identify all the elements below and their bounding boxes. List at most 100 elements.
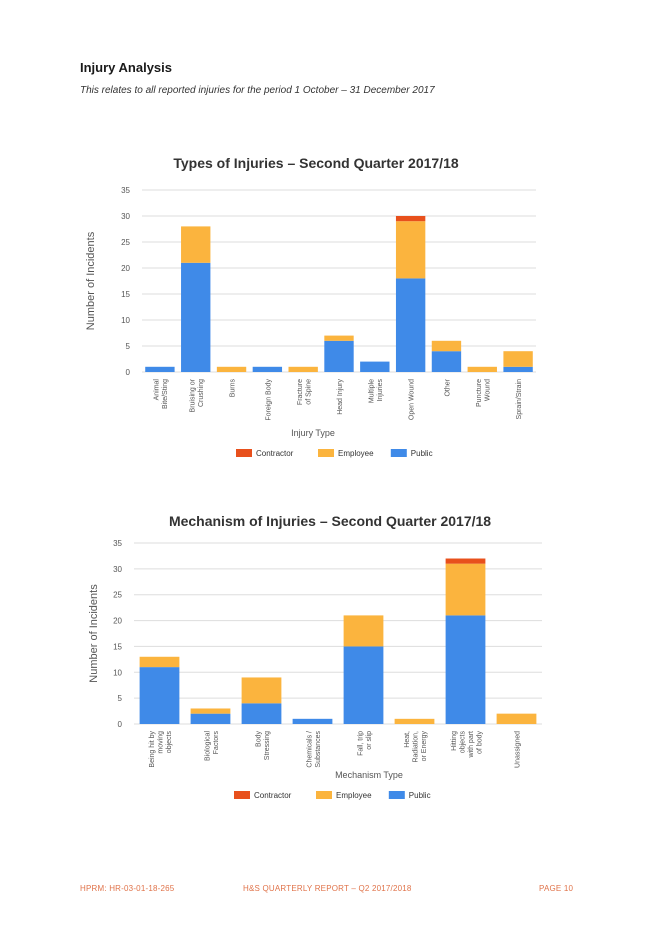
- bar-contractor: [445, 558, 486, 564]
- y-tick-label: 5: [118, 694, 123, 703]
- x-tick-label-line: moving: [158, 731, 165, 754]
- x-tick-label-line: with part: [468, 731, 475, 759]
- legend-label-contractor: Contractor: [256, 449, 294, 458]
- x-tick-label: Chemicals / Substances: [306, 731, 322, 768]
- mechanism-of-injuries-chart: Mechanism of Injuries – Second Quarter 2…: [88, 513, 542, 800]
- x-tick-label: Fracture of Spine: [297, 379, 313, 405]
- bar-employee: [181, 226, 211, 263]
- y-tick-label: 30: [113, 565, 122, 574]
- x-tick-label-line: Wound: [485, 379, 492, 401]
- y-tick-label: 15: [121, 290, 130, 299]
- legend-label-public: Public: [409, 791, 431, 800]
- x-tick-label-line: Stressing: [264, 731, 271, 760]
- bar-employee: [496, 713, 537, 724]
- y-tick-label: 20: [121, 264, 130, 273]
- x-tick-label: Unassigned: [515, 731, 522, 768]
- x-tick-label-line: Burns: [230, 379, 237, 398]
- bar-employee: [431, 340, 462, 352]
- x-tick-label-line: objects: [166, 731, 173, 754]
- x-tick-label: Being hit by moving objects: [149, 731, 173, 768]
- footer-page-number: PAGE 10: [539, 884, 574, 893]
- footer-reference: HPRM: HR-03-01-18-265: [80, 884, 175, 893]
- y-tick-label: 20: [113, 617, 122, 626]
- x-tick-label-line: Hitting: [451, 731, 458, 751]
- x-tick-label: Other: [444, 378, 451, 396]
- y-tick-label: 15: [113, 642, 122, 651]
- x-axis-label: Injury Type: [291, 428, 335, 438]
- y-axis-label: Number of Incidents: [85, 231, 97, 330]
- legend-label-contractor: Contractor: [254, 791, 292, 800]
- bar-public: [139, 667, 180, 724]
- bar-public: [252, 366, 283, 372]
- x-tick-label: Animal Bite/Sting: [154, 379, 170, 409]
- legend-swatch-contractor: [234, 791, 250, 799]
- x-tick-label-line: Body: [255, 731, 262, 747]
- x-tick-label-line: Bruising or: [189, 378, 196, 412]
- x-tick-label-line: Substances: [315, 731, 322, 768]
- x-tick-label: Multiple Injuries: [369, 379, 385, 404]
- y-tick-label: 35: [121, 186, 130, 195]
- bar-employee: [241, 677, 282, 704]
- bar-contractor: [395, 216, 426, 222]
- bar-employee: [395, 221, 426, 279]
- bar-employee: [324, 335, 354, 341]
- x-axis-label: Mechanism Type: [335, 770, 403, 780]
- bar-public: [431, 351, 462, 372]
- x-tick-label: Foreign Body: [265, 379, 272, 421]
- x-tick-label-line: Animal: [154, 379, 161, 401]
- footer-report-title: H&S QUARTERLY REPORT – Q2 2017/2018: [243, 884, 412, 893]
- y-tick-label: 0: [118, 720, 123, 729]
- x-tick-label-line: Unassigned: [515, 731, 522, 768]
- x-tick-label: Open Wound: [409, 379, 416, 420]
- bar-public: [445, 615, 486, 724]
- x-tick-label-line: Puncture: [476, 379, 483, 407]
- bar-public: [145, 366, 175, 372]
- x-tick-label: Puncture Wound: [476, 379, 492, 407]
- x-tick-label-line: Crushing: [198, 379, 205, 407]
- y-tick-label: 25: [121, 238, 130, 247]
- y-tick-label: 10: [121, 316, 130, 325]
- y-tick-label: 10: [113, 668, 122, 677]
- bar-public: [190, 713, 231, 724]
- bar-public: [395, 278, 426, 372]
- x-tick-label-line: Head Injury: [337, 379, 344, 415]
- legend-label-employee: Employee: [338, 449, 374, 458]
- bar-employee: [288, 366, 318, 372]
- bar-employee: [394, 718, 435, 724]
- y-tick-label: 0: [126, 368, 131, 377]
- legend-swatch-employee: [318, 449, 334, 457]
- bar-public: [503, 366, 533, 372]
- x-tick-label-line: Other: [444, 378, 451, 396]
- legend-label-public: Public: [411, 449, 433, 458]
- bar-employee: [445, 563, 486, 616]
- x-tick-label: Heat, Radiation, or Energy: [404, 731, 428, 763]
- x-tick-label-line: Open Wound: [409, 379, 416, 420]
- bar-employee: [467, 366, 497, 372]
- x-tick-label: Biological Factors: [204, 731, 220, 761]
- x-tick-label-line: Heat,: [404, 731, 411, 748]
- bar-employee: [503, 351, 533, 367]
- x-tick-label-line: Fracture: [297, 379, 304, 405]
- x-tick-label-line: or slip: [366, 731, 373, 750]
- x-tick-label: Sprain/Strain: [516, 379, 523, 420]
- x-tick-label-line: Biological: [204, 731, 211, 761]
- x-tick-label: Bruising or Crushing: [189, 378, 205, 412]
- section-subtitle: This relates to all reported injuries fo…: [80, 85, 435, 96]
- legend-swatch-employee: [316, 791, 332, 799]
- y-tick-label: 35: [113, 539, 122, 548]
- x-tick-label-line: Fall, trip: [357, 731, 364, 756]
- x-tick-label-line: of Spine: [305, 379, 312, 405]
- x-tick-label-line: Multiple: [369, 379, 376, 403]
- x-tick-label-line: of body: [476, 731, 483, 754]
- x-tick-label-line: Being hit by: [149, 731, 156, 768]
- section-title: Injury Analysis: [80, 60, 172, 75]
- x-tick-label-line: Factors: [213, 731, 220, 755]
- legend-swatch-public: [388, 791, 405, 799]
- bar-employee: [216, 366, 247, 372]
- legend-label-employee: Employee: [336, 791, 372, 800]
- bar-employee: [343, 615, 384, 647]
- x-tick-label-line: Injuries: [377, 379, 384, 402]
- bar-public: [360, 361, 390, 372]
- bar-public: [292, 718, 333, 724]
- x-tick-label: Burns: [230, 379, 237, 398]
